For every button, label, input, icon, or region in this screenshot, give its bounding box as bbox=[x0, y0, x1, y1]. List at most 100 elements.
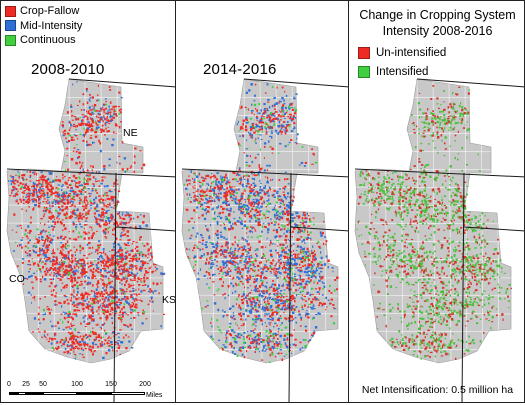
crop-pixel bbox=[276, 240, 280, 242]
crop-pixel bbox=[312, 258, 315, 261]
crop-pixel bbox=[298, 293, 301, 296]
crop-pixel bbox=[67, 341, 69, 343]
crop-pixel bbox=[261, 322, 263, 326]
crop-pixel bbox=[281, 200, 284, 202]
crop-pixel bbox=[93, 198, 96, 201]
crop-pixel bbox=[190, 197, 192, 199]
crop-pixel bbox=[260, 139, 263, 140]
crop-pixel bbox=[200, 197, 202, 199]
crop-pixel bbox=[297, 238, 301, 241]
crop-pixel bbox=[287, 196, 289, 198]
crop-pixel bbox=[121, 314, 124, 316]
crop-pixel bbox=[305, 329, 308, 332]
crop-pixel bbox=[290, 258, 293, 261]
crop-pixel bbox=[247, 204, 249, 208]
crop-pixel bbox=[277, 114, 280, 117]
crop-pixel bbox=[88, 106, 91, 109]
crop-pixel bbox=[279, 264, 281, 267]
crop-pixel bbox=[249, 134, 252, 137]
crop-pixel bbox=[140, 290, 143, 293]
crop-pixel bbox=[109, 291, 113, 294]
crop-pixel bbox=[91, 306, 94, 308]
crop-pixel bbox=[256, 199, 259, 202]
crop-pixel bbox=[317, 265, 319, 268]
crop-pixel bbox=[280, 290, 283, 292]
crop-pixel bbox=[259, 318, 262, 320]
crop-pixel bbox=[240, 325, 243, 327]
crop-pixel bbox=[303, 247, 305, 250]
crop-pixel bbox=[277, 308, 280, 310]
crop-pixel bbox=[220, 205, 222, 207]
crop-pixel bbox=[115, 222, 118, 225]
crop-pixel bbox=[63, 339, 66, 341]
crop-pixel bbox=[271, 119, 275, 123]
crop-pixel bbox=[123, 291, 125, 294]
crop-pixel bbox=[144, 268, 147, 270]
crop-pixel bbox=[275, 333, 278, 335]
crop-pixel bbox=[283, 338, 286, 341]
crop-pixel bbox=[26, 195, 29, 198]
crop-pixel bbox=[301, 257, 304, 260]
crop-pixel bbox=[192, 249, 194, 252]
crop-pixel bbox=[209, 257, 211, 260]
crop-pixel bbox=[74, 357, 76, 360]
crop-pixel bbox=[74, 208, 76, 211]
crop-pixel bbox=[134, 303, 138, 306]
crop-pixel bbox=[80, 109, 83, 111]
crop-pixel bbox=[260, 182, 262, 184]
crop-pixel bbox=[103, 251, 105, 254]
crop-pixel bbox=[240, 202, 242, 205]
crop-pixel bbox=[90, 261, 93, 264]
crop-pixel bbox=[305, 284, 308, 286]
crop-pixel bbox=[125, 300, 128, 303]
crop-pixel bbox=[75, 129, 77, 131]
crop-pixel bbox=[210, 335, 213, 338]
crop-pixel bbox=[120, 249, 124, 252]
crop-pixel bbox=[17, 170, 19, 173]
crop-pixel bbox=[275, 302, 278, 304]
crop-pixel bbox=[60, 305, 63, 308]
crop-pixel bbox=[144, 270, 147, 272]
crop-pixel bbox=[282, 225, 284, 228]
crop-pixel bbox=[121, 231, 123, 234]
crop-pixel bbox=[93, 104, 97, 107]
crop-pixel bbox=[265, 348, 268, 351]
crop-pixel bbox=[124, 283, 126, 287]
crop-pixel bbox=[63, 295, 66, 297]
crop-pixel bbox=[45, 206, 48, 210]
crop-pixel bbox=[48, 244, 50, 247]
crop-pixel bbox=[38, 188, 40, 192]
crop-pixel bbox=[106, 257, 110, 260]
crop-pixel bbox=[193, 269, 196, 272]
crop-pixel bbox=[82, 349, 85, 351]
crop-pixel bbox=[188, 248, 190, 251]
crop-pixel bbox=[14, 241, 17, 244]
crop-pixel bbox=[100, 274, 103, 277]
crop-pixel bbox=[278, 218, 280, 221]
crop-pixel bbox=[91, 109, 93, 111]
crop-pixel bbox=[86, 170, 89, 172]
crop-pixel bbox=[126, 169, 128, 172]
crop-pixel bbox=[278, 226, 280, 229]
crop-pixel bbox=[261, 282, 264, 284]
crop-pixel bbox=[28, 205, 30, 208]
crop-pixel bbox=[229, 248, 232, 250]
crop-pixel bbox=[287, 206, 290, 209]
crop-pixel bbox=[99, 108, 102, 110]
crop-pixel bbox=[81, 247, 84, 250]
crop-pixel bbox=[218, 329, 221, 332]
crop-pixel bbox=[249, 204, 252, 206]
crop-pixel bbox=[131, 272, 133, 275]
crop-pixel bbox=[55, 342, 59, 344]
crop-pixel bbox=[100, 336, 102, 339]
crop-pixel bbox=[250, 301, 253, 305]
crop-pixel bbox=[196, 175, 199, 178]
crop-pixel bbox=[36, 190, 38, 193]
crop-pixel bbox=[40, 230, 43, 233]
crop-pixel bbox=[33, 250, 35, 253]
crop-pixel bbox=[91, 124, 93, 127]
crop-pixel bbox=[74, 125, 77, 128]
crop-pixel bbox=[286, 287, 289, 289]
crop-pixel bbox=[305, 252, 308, 255]
crop-pixel bbox=[22, 283, 25, 285]
